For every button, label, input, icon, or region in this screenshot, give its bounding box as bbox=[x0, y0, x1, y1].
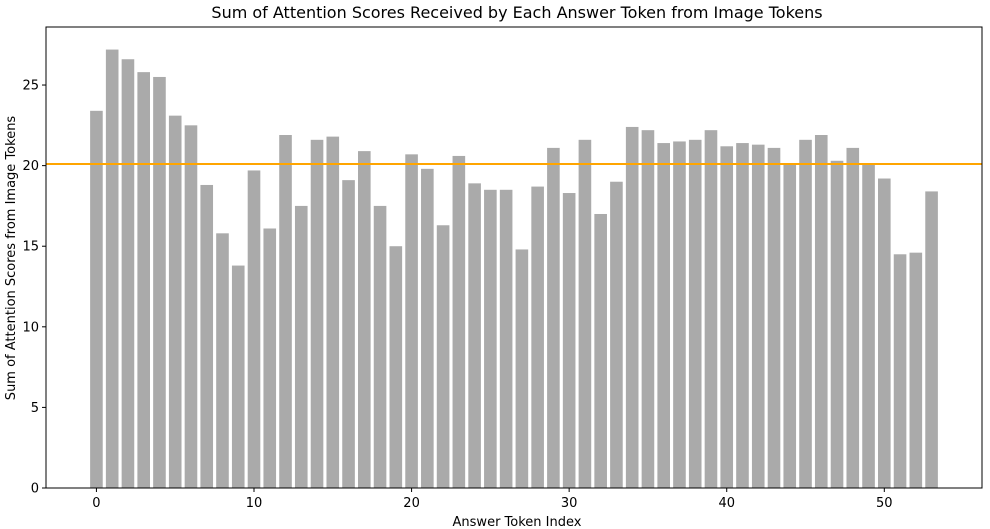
y-tick-label: 5 bbox=[31, 401, 39, 416]
x-axis-label: Answer Token Index bbox=[453, 515, 582, 529]
bar-50 bbox=[878, 178, 891, 488]
bar-39 bbox=[704, 130, 718, 488]
x-axis-ticks: 0 10 20 30 40 50 bbox=[92, 488, 893, 511]
x-tick-label: 20 bbox=[403, 496, 420, 511]
bar-43 bbox=[767, 147, 781, 488]
bar-3 bbox=[137, 72, 150, 488]
bar-49 bbox=[862, 164, 875, 488]
bar-30 bbox=[562, 193, 576, 488]
bar-19 bbox=[389, 246, 403, 488]
bar-6 bbox=[184, 125, 198, 488]
bar-40 bbox=[720, 146, 734, 488]
y-tick-label: 25 bbox=[22, 79, 39, 94]
bar-1 bbox=[105, 49, 119, 488]
bars-group bbox=[90, 49, 938, 489]
bar-9 bbox=[231, 265, 245, 488]
x-tick-label: 50 bbox=[876, 496, 893, 511]
bar-37 bbox=[673, 141, 686, 488]
bar-35 bbox=[641, 130, 655, 488]
bar-15 bbox=[326, 136, 340, 489]
bar-28 bbox=[531, 186, 544, 488]
bar-46 bbox=[814, 135, 828, 488]
bar-34 bbox=[625, 126, 639, 488]
bar-53 bbox=[925, 191, 938, 488]
bar-24 bbox=[468, 183, 481, 488]
bar-33 bbox=[610, 181, 623, 489]
plot-border bbox=[45, 26, 983, 489]
x-tick-label: 30 bbox=[561, 496, 578, 511]
bar-44 bbox=[783, 164, 797, 488]
bar-20 bbox=[405, 154, 418, 488]
y-tick-label: 0 bbox=[31, 482, 39, 497]
x-tick-label: 40 bbox=[718, 496, 735, 511]
bar-14 bbox=[310, 139, 324, 488]
bar-0 bbox=[90, 110, 103, 488]
bar-25 bbox=[484, 189, 497, 489]
bar-52 bbox=[909, 252, 923, 488]
bar-32 bbox=[594, 213, 607, 489]
x-tick-label: 0 bbox=[92, 496, 100, 511]
bar-12 bbox=[279, 135, 292, 488]
bar-47 bbox=[830, 160, 844, 489]
bar-31 bbox=[578, 139, 592, 488]
x-tick-label: 10 bbox=[246, 496, 263, 511]
bar-13 bbox=[294, 205, 308, 489]
bar-11 bbox=[263, 228, 277, 489]
bar-16 bbox=[342, 180, 355, 488]
y-tick-label: 10 bbox=[22, 320, 39, 335]
plot-frame bbox=[45, 26, 983, 489]
bar-51 bbox=[893, 254, 907, 488]
bar-48 bbox=[846, 147, 860, 488]
bar-4 bbox=[153, 76, 166, 488]
y-axis-ticks: 0 5 10 15 20 25 bbox=[22, 79, 46, 497]
bar-22 bbox=[436, 225, 450, 488]
bar-29 bbox=[547, 147, 560, 488]
bar-2 bbox=[121, 59, 135, 489]
bar-18 bbox=[373, 205, 387, 489]
bar-38 bbox=[688, 139, 702, 488]
bar-8 bbox=[216, 233, 229, 488]
bar-26 bbox=[499, 189, 513, 489]
bar-27 bbox=[515, 249, 529, 488]
bar-45 bbox=[799, 139, 812, 488]
bar-17 bbox=[358, 151, 371, 488]
bar-10 bbox=[247, 170, 261, 488]
bar-7 bbox=[200, 184, 214, 488]
bar-41 bbox=[736, 143, 749, 488]
bar-23 bbox=[452, 155, 466, 488]
bar-5 bbox=[168, 115, 182, 489]
y-axis-label: Sum of Attention Scores from Image Token… bbox=[4, 116, 19, 401]
bar-36 bbox=[657, 143, 670, 488]
y-tick-label: 15 bbox=[22, 240, 39, 255]
bar-21 bbox=[421, 168, 434, 488]
chart-title: Sum of Attention Scores Received by Each… bbox=[211, 3, 822, 22]
bar-42 bbox=[751, 144, 765, 489]
y-tick-label: 20 bbox=[22, 159, 39, 174]
